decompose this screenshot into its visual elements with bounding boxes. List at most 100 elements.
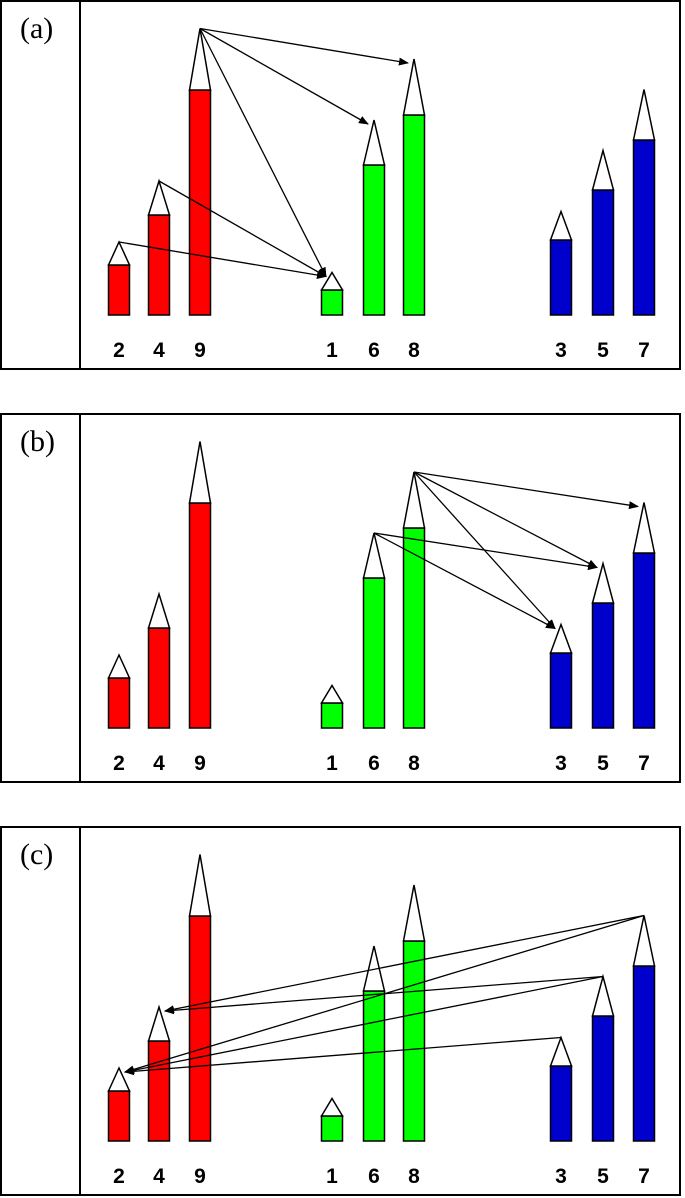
pencil-tip bbox=[632, 89, 656, 141]
pencil-body bbox=[591, 189, 615, 316]
pencil-number-label: 3 bbox=[555, 339, 567, 362]
pencil-7 bbox=[632, 89, 656, 316]
pencil-number-label: 3 bbox=[555, 752, 567, 775]
arrow-6-to-3 bbox=[373, 532, 556, 630]
pencil-diagram: 2 4 9 1 6 8 3 5 7 bbox=[107, 854, 656, 1188]
pencil-tip bbox=[147, 178, 171, 216]
pencil-tip bbox=[632, 915, 656, 967]
arrow-4-to-1 bbox=[158, 180, 327, 278]
pencil-4 bbox=[147, 591, 171, 729]
panel-divider bbox=[79, 415, 81, 781]
pencil-number-label: 9 bbox=[194, 1165, 206, 1188]
pencil-5 bbox=[591, 560, 615, 729]
pencil-number-label: 1 bbox=[326, 1165, 338, 1188]
pencil-9 bbox=[188, 854, 212, 1142]
pencil-3 bbox=[549, 622, 573, 729]
pencil-2 bbox=[107, 240, 131, 316]
pencil-tip bbox=[188, 854, 212, 917]
pencil-tip bbox=[147, 591, 171, 629]
pencil-tip bbox=[362, 532, 386, 579]
pencil-number-label: 5 bbox=[597, 1165, 609, 1188]
panel-c: (c) 2 4 9 1 6 8 3 5 7 bbox=[0, 826, 681, 1196]
pencil-tip bbox=[591, 147, 615, 191]
pencil-body bbox=[188, 915, 212, 1142]
pencil-body bbox=[549, 239, 573, 316]
pencil-tip bbox=[320, 1097, 344, 1117]
pencil-number-label: 2 bbox=[113, 752, 125, 775]
pencil-6 bbox=[362, 119, 386, 316]
arrow-7-to-2 bbox=[124, 914, 645, 1074]
pencil-9 bbox=[188, 28, 212, 316]
arrow-8-to-5 bbox=[413, 471, 598, 569]
pencil-body bbox=[362, 164, 386, 316]
pencil-body bbox=[147, 214, 171, 316]
arrow-7-to-4 bbox=[164, 914, 645, 1014]
pencil-diagram: 2 4 9 1 6 8 3 5 7 bbox=[107, 27, 656, 362]
pencil-body bbox=[362, 577, 386, 729]
pencil-body bbox=[549, 652, 573, 729]
arrow-3-to-2 bbox=[124, 1036, 562, 1076]
panel-divider bbox=[79, 828, 81, 1194]
panel-divider bbox=[79, 2, 81, 368]
pencil-8 bbox=[402, 471, 426, 729]
pencil-number-label: 2 bbox=[113, 1165, 125, 1188]
pencil-tip bbox=[107, 240, 131, 266]
pencil-number-label: 8 bbox=[408, 1165, 420, 1188]
pencil-tip bbox=[320, 684, 344, 704]
pencil-3 bbox=[549, 209, 573, 316]
pencil-number-label: 4 bbox=[153, 752, 165, 775]
pencil-tip bbox=[362, 119, 386, 166]
pencil-4 bbox=[147, 178, 171, 316]
pencil-9 bbox=[188, 441, 212, 729]
pencil-3 bbox=[549, 1035, 573, 1142]
panel-label: (b) bbox=[20, 425, 55, 458]
arrow-2-to-1 bbox=[118, 241, 327, 279]
pencil-tip bbox=[591, 973, 615, 1017]
pencil-1 bbox=[320, 271, 344, 316]
pencil-number-label: 9 bbox=[194, 752, 206, 775]
panel-label: (a) bbox=[20, 12, 54, 45]
pencil-body bbox=[188, 502, 212, 729]
pencil-number-label: 9 bbox=[194, 339, 206, 362]
pencil-2 bbox=[107, 653, 131, 729]
arrow-6-to-5 bbox=[373, 532, 598, 571]
pencil-number-label: 4 bbox=[153, 1165, 165, 1188]
pencil-tip bbox=[632, 502, 656, 554]
pencil-4 bbox=[147, 1004, 171, 1142]
pencil-number-label: 6 bbox=[368, 1165, 380, 1188]
pencil-tip bbox=[188, 28, 212, 91]
pencil-body bbox=[320, 289, 344, 316]
pencil-tip bbox=[402, 58, 426, 116]
pencil-number-label: 5 bbox=[597, 339, 609, 362]
pencil-number-label: 6 bbox=[368, 339, 380, 362]
panel-label: (c) bbox=[20, 838, 54, 871]
pencil-number-label: 6 bbox=[368, 752, 380, 775]
pencil-body bbox=[320, 1115, 344, 1142]
pencil-number-label: 1 bbox=[326, 752, 338, 775]
pencil-7 bbox=[632, 502, 656, 729]
arrow-9-to-6 bbox=[199, 27, 369, 125]
arrow-9-to-8 bbox=[199, 27, 409, 66]
pencil-body bbox=[107, 264, 131, 316]
pencil-number-label: 7 bbox=[638, 752, 650, 775]
pencil-number-label: 8 bbox=[408, 339, 420, 362]
pencil-tip bbox=[549, 209, 573, 241]
pencil-body bbox=[591, 602, 615, 729]
pencil-tip bbox=[402, 471, 426, 529]
pencil-tip bbox=[147, 1004, 171, 1042]
pencil-number-label: 1 bbox=[326, 339, 338, 362]
pencil-number-label: 2 bbox=[113, 339, 125, 362]
pencil-tip bbox=[591, 560, 615, 604]
pencil-body bbox=[632, 965, 656, 1142]
pencil-2 bbox=[107, 1066, 131, 1142]
pencil-body bbox=[147, 627, 171, 729]
pencil-body bbox=[632, 552, 656, 729]
pencil-number-label: 3 bbox=[555, 1165, 567, 1188]
pencil-number-label: 8 bbox=[408, 752, 420, 775]
pencil-body bbox=[632, 139, 656, 316]
pencil-6 bbox=[362, 532, 386, 729]
pencil-number-label: 5 bbox=[597, 752, 609, 775]
pencil-body bbox=[362, 990, 386, 1142]
pencil-body bbox=[402, 940, 426, 1142]
pencil-8 bbox=[402, 58, 426, 316]
